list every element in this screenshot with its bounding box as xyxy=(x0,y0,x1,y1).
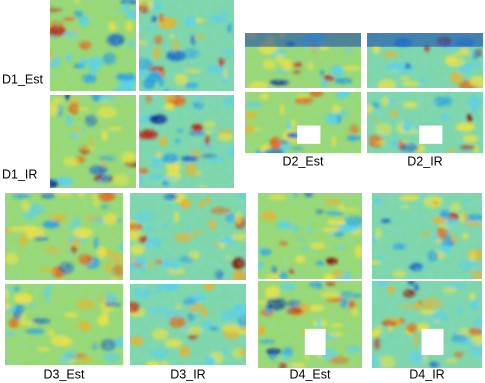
texture xyxy=(139,95,234,188)
texture xyxy=(50,0,136,91)
texture xyxy=(130,193,246,280)
texture xyxy=(50,95,136,188)
heatmap xyxy=(367,33,483,88)
heatmap xyxy=(50,95,136,188)
heatmap xyxy=(245,92,361,153)
heatmap xyxy=(139,0,234,91)
label: D3_Est xyxy=(44,367,86,381)
heatmap xyxy=(245,33,361,88)
mask xyxy=(304,328,326,355)
texture xyxy=(139,0,234,91)
label: D3_IR xyxy=(170,367,205,381)
label: D1_IR xyxy=(2,167,37,181)
mask xyxy=(419,125,443,144)
heatmap xyxy=(367,92,483,153)
mask xyxy=(297,125,321,144)
heatmap xyxy=(5,284,123,365)
region xyxy=(245,33,361,47)
heatmap xyxy=(5,193,123,280)
heatmap xyxy=(130,284,246,365)
heatmap xyxy=(130,193,246,280)
heatmap xyxy=(139,95,234,188)
heatmap xyxy=(372,281,482,368)
heatmaps xyxy=(5,0,483,368)
label: D4_Est xyxy=(290,367,332,381)
label: D1_Est xyxy=(2,72,44,86)
texture xyxy=(5,284,123,365)
texture xyxy=(372,193,482,279)
label: D2_Est xyxy=(283,154,325,168)
mask xyxy=(421,328,444,355)
heatmap xyxy=(258,193,362,279)
region xyxy=(367,33,483,47)
label: D4_IR xyxy=(409,367,444,381)
texture xyxy=(5,193,123,280)
texture xyxy=(130,284,246,365)
heatmap xyxy=(50,0,136,91)
heatmap xyxy=(258,281,362,368)
texture xyxy=(258,193,362,279)
label: D2_IR xyxy=(407,154,442,168)
heatmap xyxy=(372,193,482,279)
